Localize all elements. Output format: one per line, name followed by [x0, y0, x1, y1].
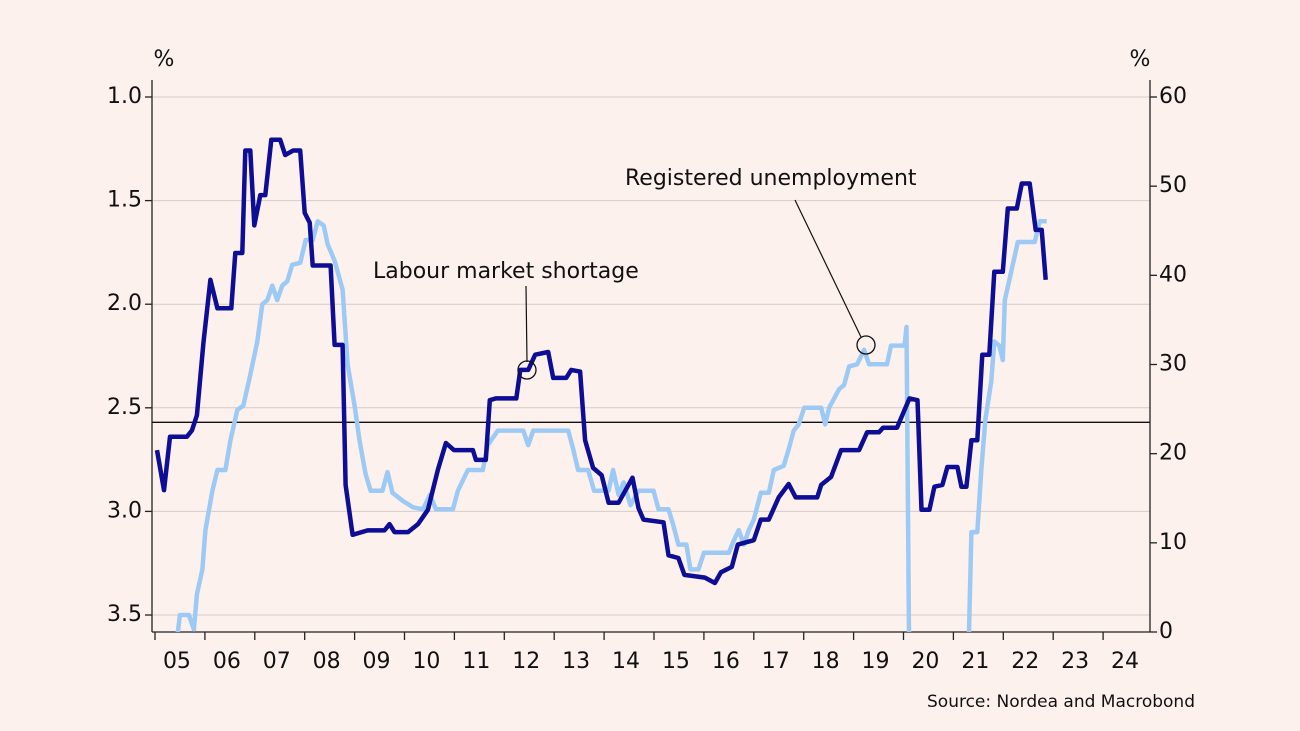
- y2-unit: %: [1130, 47, 1151, 72]
- annotation-circle: [517, 360, 537, 380]
- annotation: Labour market shortage: [373, 259, 639, 284]
- y2-tick-label: 40: [1159, 262, 1187, 287]
- x-tick-label: 08: [313, 649, 341, 674]
- x-tick-label: 07: [263, 649, 291, 674]
- x-tick-label: 19: [862, 649, 890, 674]
- y2-tick-label: 60: [1159, 84, 1187, 109]
- x-tick-label: 20: [911, 649, 939, 674]
- x-tick-label: 16: [712, 649, 740, 674]
- y2-tick-label: 20: [1159, 441, 1187, 466]
- series-line: [154, 137, 1048, 586]
- y-tick-label: 2.5: [107, 395, 142, 420]
- y-tick-label: 3.0: [107, 498, 142, 523]
- y-tick-label: 1.0: [107, 84, 142, 109]
- x-tick-label: 23: [1061, 649, 1089, 674]
- annotation-circle: [856, 335, 876, 355]
- x-tick-label: 17: [762, 649, 790, 674]
- y-tick-label: 3.5: [107, 602, 142, 627]
- y-tick-label: 1.5: [107, 188, 142, 213]
- x-tick-label: 11: [462, 649, 490, 674]
- leader-line: [794, 199, 862, 338]
- series-line: [175, 219, 1047, 632]
- source: Source: Nordea and Macrobond: [927, 692, 1195, 712]
- x-tick-label: 12: [512, 649, 540, 674]
- y2-tick-label: 50: [1159, 173, 1187, 198]
- x-tick-label: 05: [163, 649, 191, 674]
- y-tick-label: 2.0: [107, 291, 142, 316]
- x-tick-label: 06: [213, 649, 241, 674]
- x-tick-label: 14: [612, 649, 640, 674]
- x-tick-label: 15: [662, 649, 690, 674]
- y2-tick-label: 30: [1159, 352, 1187, 377]
- x-tick-label: 24: [1111, 649, 1139, 674]
- y-unit: %: [154, 47, 175, 72]
- x-tick-label: 21: [961, 649, 989, 674]
- x-tick-label: 09: [363, 649, 391, 674]
- x-tick-label: 18: [812, 649, 840, 674]
- x-tick-label: 13: [562, 649, 590, 674]
- leader-line: [525, 285, 528, 363]
- y2-tick-label: 0: [1159, 619, 1173, 644]
- y2-tick-label: 10: [1159, 530, 1187, 555]
- x-tick-label: 10: [412, 649, 440, 674]
- annotation: Registered unemployment: [625, 166, 917, 191]
- x-tick-label: 22: [1011, 649, 1039, 674]
